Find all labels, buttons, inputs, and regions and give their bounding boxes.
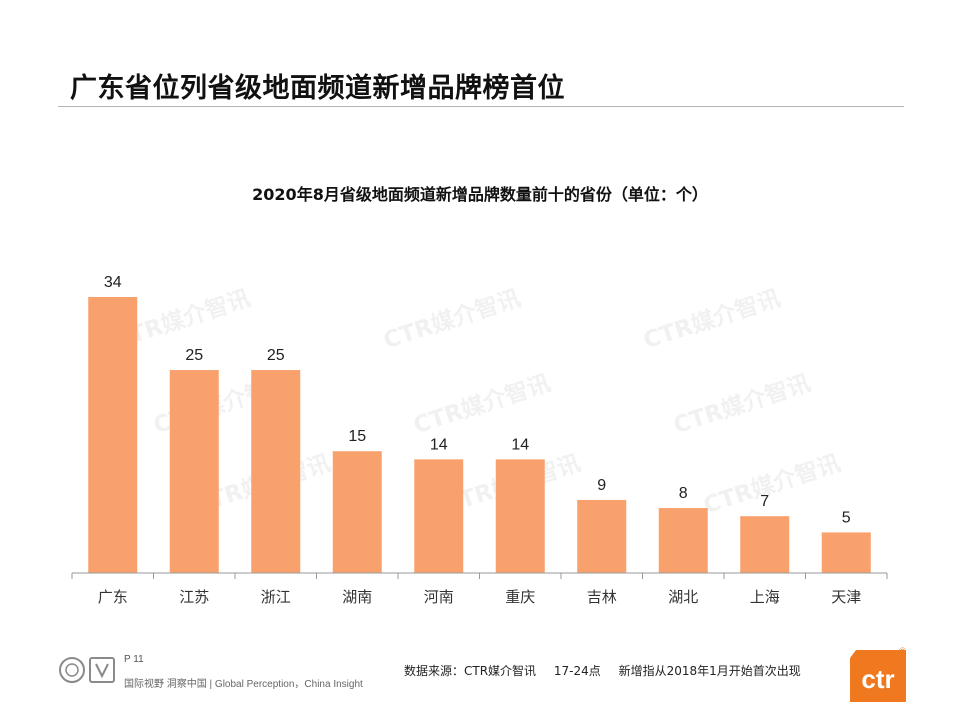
bar-重庆 — [495, 459, 545, 573]
data-label: 14 — [430, 436, 448, 453]
data-label: 25 — [267, 347, 285, 364]
x-tick-label: 天津 — [831, 588, 861, 606]
x-tick-label: 吉林 — [587, 588, 617, 606]
x-tick-label: 河南 — [424, 588, 454, 606]
sgs-seal-icon — [59, 657, 85, 683]
ukas-mark-icon — [89, 657, 115, 683]
x-tick-label: 湖南 — [342, 588, 372, 606]
data-source-note: 数据来源：CTR媒介智讯 17-24点 新增指从2018年1月开始首次出现 — [404, 662, 815, 679]
bar-吉林 — [577, 499, 627, 573]
title-divider — [58, 106, 904, 107]
data-label: 25 — [185, 347, 203, 364]
registered-mark: ® — [898, 647, 907, 657]
data-label: 7 — [760, 493, 769, 510]
ctr-logo-text: ctr — [861, 664, 894, 694]
bar-湖北 — [658, 508, 708, 573]
bar-江苏 — [169, 370, 219, 573]
x-tick-label: 上海 — [750, 588, 780, 606]
bar-上海 — [740, 516, 790, 573]
bar-天津 — [821, 532, 871, 573]
x-tick-label: 江苏 — [179, 588, 209, 606]
bar-河南 — [414, 459, 464, 573]
data-label: 14 — [511, 436, 529, 453]
page-title: 广东省位列省级地面频道新增品牌榜首位 — [70, 73, 565, 104]
data-label: 8 — [679, 485, 688, 502]
x-tick-label: 浙江 — [261, 588, 291, 606]
certification-logos — [59, 657, 115, 683]
source-label: 数据来源：CTR媒介智讯 — [404, 664, 537, 678]
chart-title: 2020年8月省级地面频道新增品牌数量前十的省份（单位：个） — [252, 185, 708, 204]
x-tick-label: 湖北 — [668, 588, 698, 606]
data-label: 5 — [842, 509, 851, 526]
ctr-logo: ctr ® — [850, 647, 907, 702]
x-tick-label: 广东 — [98, 588, 128, 606]
definition-note: 新增指从2018年1月开始首次出现 — [618, 664, 801, 678]
bar-湖南 — [332, 451, 382, 573]
page-number: P 11 — [124, 654, 144, 665]
x-tick-label: 重庆 — [505, 588, 535, 606]
data-label: 34 — [104, 274, 122, 291]
data-label: 15 — [348, 428, 366, 445]
bar-浙江 — [251, 370, 301, 573]
footer-slogan: 国际视野 洞察中国 | Global Perception，China Insi… — [124, 679, 363, 690]
data-label: 9 — [597, 477, 606, 494]
bar-广东 — [88, 297, 138, 573]
time-range: 17-24点 — [553, 664, 601, 678]
